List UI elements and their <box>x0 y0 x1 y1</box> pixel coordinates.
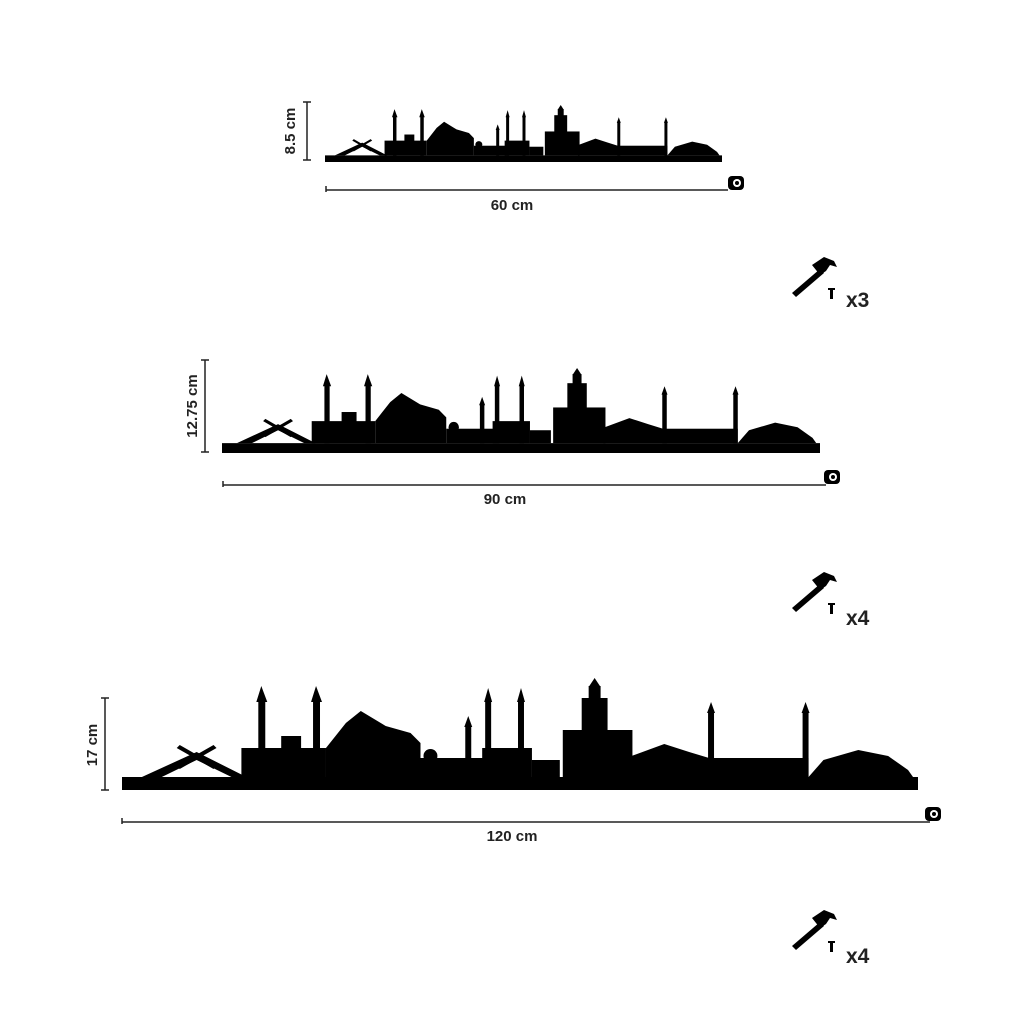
height-label: 12.75 cm <box>184 374 201 437</box>
nail-count: x3 <box>846 289 869 312</box>
height-bracket <box>303 101 311 161</box>
skyline <box>325 105 722 162</box>
hammer-icon <box>792 257 837 299</box>
height-bracket <box>201 359 209 453</box>
product-60: 8.5 cm 60 cm x3 <box>282 101 869 312</box>
width-label: 120 cm <box>487 828 538 845</box>
tape-icon <box>925 807 941 821</box>
nail-count: x4 <box>846 945 870 968</box>
width-line <box>121 818 930 824</box>
tape-icon <box>824 470 840 484</box>
product-90: 12.75 cm 90 cm x4 <box>184 359 870 630</box>
width-line <box>222 481 826 487</box>
height-bracket <box>101 697 109 791</box>
height-label: 17 cm <box>84 724 101 767</box>
hammer-icon <box>792 910 837 952</box>
hammer-icon <box>792 572 837 614</box>
width-label: 60 cm <box>491 197 534 214</box>
tape-icon <box>728 176 744 190</box>
skyline <box>122 678 918 790</box>
width-line <box>325 186 728 192</box>
width-label: 90 cm <box>484 491 527 508</box>
skyline <box>222 368 820 453</box>
nail-count: x4 <box>846 607 870 630</box>
height-label: 8.5 cm <box>282 108 299 155</box>
product-120: 17 cm 120 cm x4 <box>84 678 941 968</box>
